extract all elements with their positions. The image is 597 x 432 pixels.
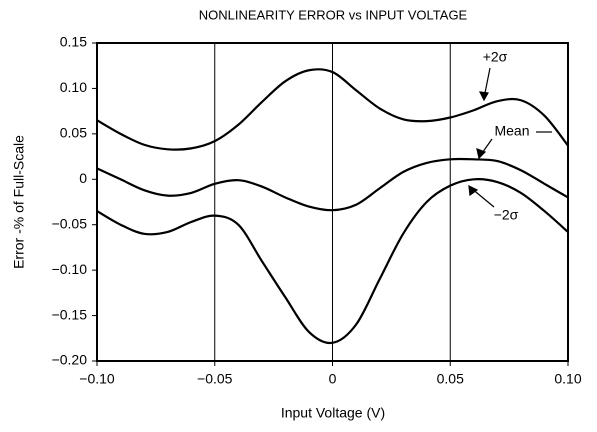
- y-tick-label: −0.15: [52, 306, 88, 322]
- x-tick-label: 0.10: [554, 371, 581, 387]
- y-tick-label: 0.15: [60, 34, 87, 50]
- series-line: [96, 178, 569, 345]
- chart-title: NONLINEARITY ERROR vs INPUT VOLTAGE: [199, 7, 468, 22]
- series-line: [96, 157, 569, 212]
- series-label: −2σ: [494, 207, 519, 223]
- annotation-arrows: [468, 67, 552, 208]
- x-axis-label: Input Voltage (V): [281, 405, 385, 421]
- series-line: [96, 68, 569, 151]
- x-tick-label: 0.05: [437, 371, 464, 387]
- arrow-head: [478, 91, 489, 102]
- y-axis-label: Error -% of Full-Scale: [11, 135, 27, 269]
- y-tick-label: 0.10: [60, 79, 87, 95]
- x-tick-label: 0: [329, 371, 337, 387]
- series-label: Mean: [494, 123, 529, 139]
- series-label: +2σ: [483, 49, 508, 65]
- y-tick-label: −0.05: [52, 215, 88, 231]
- arrow-head: [468, 184, 479, 197]
- y-tick-label: 0: [79, 170, 87, 186]
- y-tick-label: −0.10: [52, 261, 88, 277]
- y-tick-label: 0.05: [60, 125, 87, 141]
- y-tick-label: −0.20: [52, 352, 88, 368]
- x-tick-label: −0.05: [197, 371, 233, 387]
- x-tick-label: −0.10: [79, 371, 115, 387]
- plot-frame: [96, 42, 569, 362]
- arrow-head: [476, 148, 487, 160]
